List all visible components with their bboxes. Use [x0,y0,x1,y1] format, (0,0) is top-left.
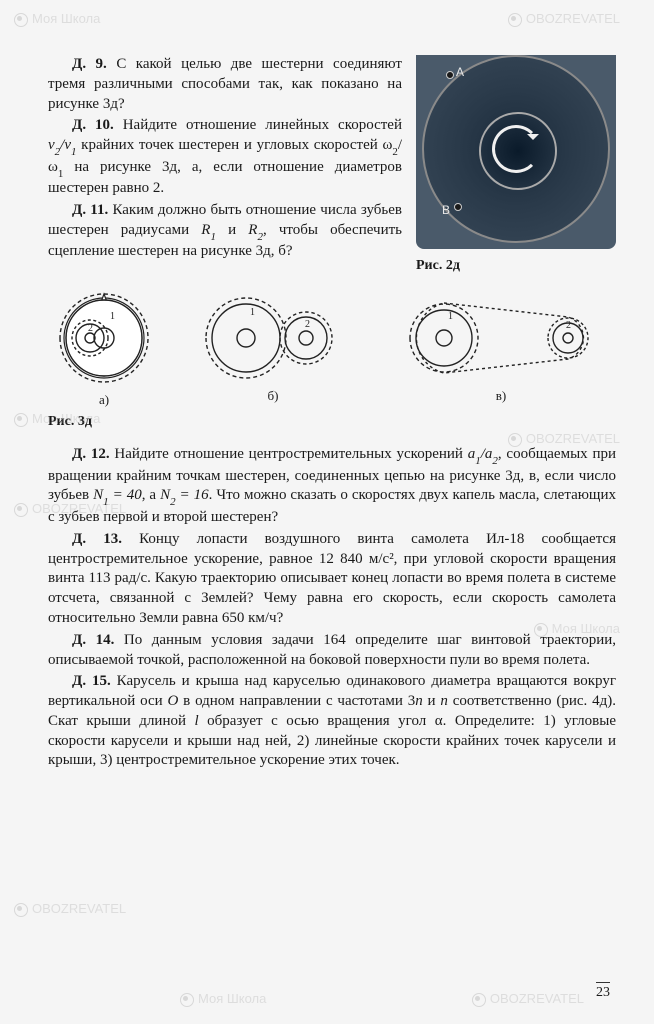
problem-text: на рисунке 3д, а, если отношение диаметр… [48,159,402,197]
watermark: OBOZREVATEL [14,900,126,917]
figure-3d-a: 2 1 а) [48,289,160,408]
problem-text: Найдите отношение центростремительных ус… [114,446,467,462]
svg-text:1: 1 [110,311,115,322]
var: n [415,693,423,709]
figure-3d-b: 1 2 б) [198,293,348,404]
ratio: v2/v1 [48,137,77,153]
problem-label: Д. 11. [72,202,108,218]
subfigure-label: в) [386,387,616,404]
var: R2 [248,222,263,238]
problem-text: По данным условия задачи 164 определите … [48,632,616,668]
figure-caption: Рис. 2д [416,257,616,275]
svg-text:2: 2 [305,319,310,330]
problem-d9: Д. 9. С какой целью две шестерни соединя… [48,55,402,114]
svg-text:2: 2 [88,323,93,334]
problem-label: Д. 15. [72,673,111,689]
watermark: OBOZREVATEL [508,10,620,27]
gear-diagram-v: 1 2 [386,293,616,383]
gear-diagram-b: 1 2 [198,293,348,383]
figure-2d: A B Рис. 2д [416,55,616,275]
var: R1 [201,222,216,238]
problem-text: и [423,693,441,709]
problem-label: Д. 10. [72,117,114,133]
figure-3d-v: 1 2 в) [386,293,616,404]
problem-d14: Д. 14. По данным условия задачи 164 опре… [48,631,616,671]
watermark: OBOZREVATEL [472,990,584,1007]
problem-label: Д. 12. [72,446,110,462]
lower-text-block: Д. 12. Найдите отношение центростремител… [48,445,616,771]
problem-d10: Д. 10. Найдите отношение линейных скорос… [48,116,402,199]
ratio: a1/a2 [468,446,498,462]
problem-label: Д. 14. [72,632,114,648]
point-label: B [442,203,450,219]
svg-text:1: 1 [448,311,453,322]
problem-d12: Д. 12. Найдите отношение центростремител… [48,445,616,528]
watermark: Моя Школа [180,990,266,1007]
problem-d11: Д. 11. Каким должно быть отношение числа… [48,201,402,262]
problem-text: Концу лопасти воздушного винта самолета … [48,531,616,626]
figure-caption: Рис. 3д [48,413,616,431]
var: N2 = 16 [160,487,209,503]
subfigure-label: а) [48,391,160,408]
problem-label: Д. 13. [72,531,122,547]
point-b [454,203,462,211]
problem-text: и [216,222,248,238]
rotation-arrow-icon [492,125,540,173]
problem-text: , а [142,487,160,503]
var: O [167,693,178,709]
problem-d15: Д. 15. Карусель и крыша над каруселью од… [48,672,616,771]
page-number: 23 [596,982,610,1002]
var: N1 = 40 [93,487,142,503]
figure-3d-row: 2 1 а) 1 2 б) [48,289,616,408]
problem-label: Д. 9. [72,56,107,72]
point-a [446,71,454,79]
problem-text: крайних точек шестерен и угловых скорост… [77,137,383,153]
svg-text:1: 1 [250,307,255,318]
point-label: A [456,65,464,81]
subfigure-label: б) [198,387,348,404]
top-text-column: Д. 9. С какой целью две шестерни соединя… [48,55,402,275]
gear-diagram-a: 2 1 [48,289,160,387]
problem-text: в одном направлении с частотами 3 [178,693,415,709]
svg-text:2: 2 [566,320,571,331]
watermark: Моя Школа [14,10,100,27]
problem-d13: Д. 13. Концу лопасти воздушного винта са… [48,530,616,629]
problem-text: Найдите отношение линейных скоростей [123,117,402,133]
var: n [440,693,448,709]
